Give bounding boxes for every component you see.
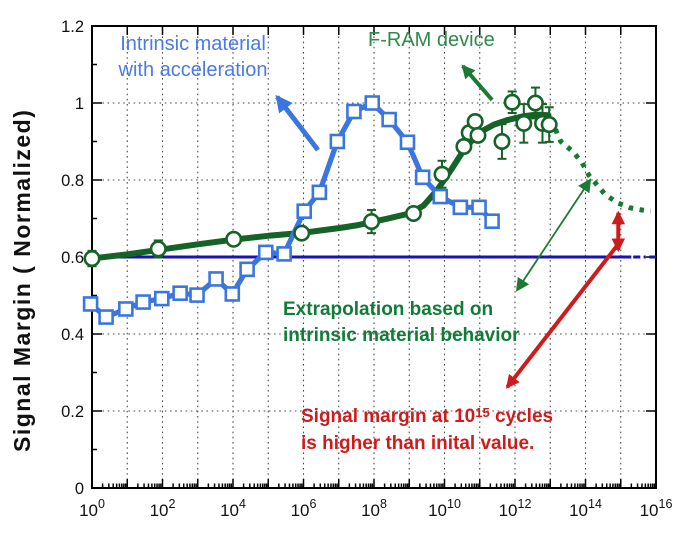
- intrinsic-data-point: [172, 285, 188, 301]
- y-tick-label: 0.8: [61, 172, 84, 190]
- x-tick-label: 1014: [569, 497, 602, 520]
- intrinsic-data-point: [118, 301, 134, 317]
- intrinsic-data-point: [98, 309, 114, 325]
- fram-data-point: [515, 114, 533, 132]
- y-tick-label: 0.2: [61, 403, 84, 421]
- x-tick-label: 100: [79, 497, 105, 520]
- error-bars: [87, 86, 554, 268]
- intrinsic-data-point: [346, 103, 362, 120]
- fram-label-arrow: [461, 64, 494, 102]
- intrinsic-data-point: [414, 169, 431, 186]
- intrinsic-data-point: [381, 111, 397, 128]
- fram-data-point: [149, 240, 167, 258]
- x-tick-label: 1010: [428, 497, 461, 520]
- x-tick-label: 1016: [640, 497, 673, 520]
- intrinsic-data-point: [239, 261, 255, 278]
- intrinsic-data-point: [329, 133, 346, 150]
- fram-data-point: [540, 116, 558, 134]
- fram-data-point: [493, 133, 511, 151]
- y-tick-label: 0.4: [61, 326, 84, 344]
- gridlines: [92, 26, 656, 488]
- extrapolation-dotted-curve: [548, 118, 652, 214]
- intrinsic-data-point: [364, 95, 381, 111]
- fram-data-point: [363, 213, 381, 231]
- fram-data-point: [293, 224, 311, 242]
- intrinsic-data-point: [311, 184, 328, 201]
- y-tick-label: 1.2: [61, 18, 84, 36]
- intrinsic-data-point: [153, 290, 170, 307]
- extrapolation-pointer-arrow: [515, 178, 592, 292]
- x-tick-label: 102: [150, 497, 176, 520]
- intrinsic-data-point: [471, 199, 487, 216]
- fram-data-point: [404, 204, 422, 222]
- fram-data-point: [526, 94, 544, 112]
- intrinsic-data-point: [484, 213, 500, 229]
- fram-data-point: [433, 165, 451, 183]
- y-tick-label: 1: [75, 95, 84, 113]
- x-tick-label: 104: [220, 497, 246, 520]
- intrinsic-data-point: [224, 286, 241, 302]
- fram-data-point: [455, 138, 473, 156]
- signal-pointer-arrow: [505, 244, 619, 389]
- intrinsic-data-point: [189, 287, 205, 303]
- intrinsic-label-arrow: [275, 94, 320, 152]
- y-axis-title: Signal Margin ( Normalized): [9, 108, 35, 452]
- intrinsic-data-point: [399, 134, 416, 151]
- intrinsic-data-point: [276, 246, 292, 262]
- fram-data-point: [466, 112, 484, 130]
- tick-labels: 100 102 104 106 108 1010 1012 1014 1016 0 0.2 0.4 0.…: [61, 18, 672, 520]
- intrinsic-curve: [87, 100, 495, 320]
- intrinsic-markers: [82, 95, 500, 325]
- intrinsic-data-point: [432, 188, 449, 205]
- x-tick-label: 1012: [499, 497, 532, 520]
- y-tick-label: 0: [75, 480, 84, 498]
- intrinsic-data-point: [208, 271, 224, 287]
- fram-markers: [83, 93, 558, 268]
- intrinsic-data-point: [257, 244, 274, 261]
- fram-data-point: [503, 93, 521, 111]
- intrinsic-data-point: [82, 296, 99, 312]
- intrinsic-data-point: [135, 294, 151, 310]
- intrinsic-data-point: [452, 199, 469, 216]
- y-tick-label: 0.6: [61, 249, 84, 267]
- fram-data-point: [225, 230, 243, 248]
- fram-data-point: [469, 126, 487, 144]
- fram-data-point: [83, 250, 101, 268]
- x-tick-label: 106: [291, 497, 317, 520]
- x-tick-label: 108: [361, 497, 387, 520]
- intrinsic-data-point: [296, 203, 313, 219]
- fram-trend-curve: [89, 111, 552, 262]
